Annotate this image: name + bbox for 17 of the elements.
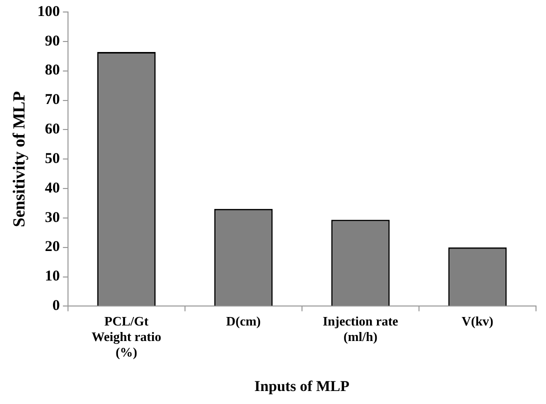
y-tick-label: 30: [44, 210, 60, 226]
y-tick-label: 50: [44, 150, 60, 167]
x-tick-label: V(kv): [462, 313, 494, 328]
y-tick-label: 80: [44, 62, 60, 79]
y-tick-label: 70: [44, 92, 60, 108]
x-tick-label: Injection rate (ml/h): [322, 313, 398, 344]
y-tick-label: 10: [44, 268, 60, 285]
y-tick-label: 40: [44, 180, 60, 196]
y-tick-label: 20: [44, 239, 60, 256]
x-tick-label: PCL/Gt Weight ratio (%): [92, 313, 162, 360]
y-tick-label: 90: [44, 33, 60, 50]
y-axis-title: Sensitivity of MLP: [10, 91, 29, 228]
y-tick-label: 0: [52, 298, 60, 314]
x-tick-label: D(cm): [226, 313, 261, 328]
y-tick-label: 100: [37, 4, 60, 20]
x-axis-title: Inputs of MLP: [254, 378, 350, 395]
y-tick-label: 60: [44, 122, 60, 138]
